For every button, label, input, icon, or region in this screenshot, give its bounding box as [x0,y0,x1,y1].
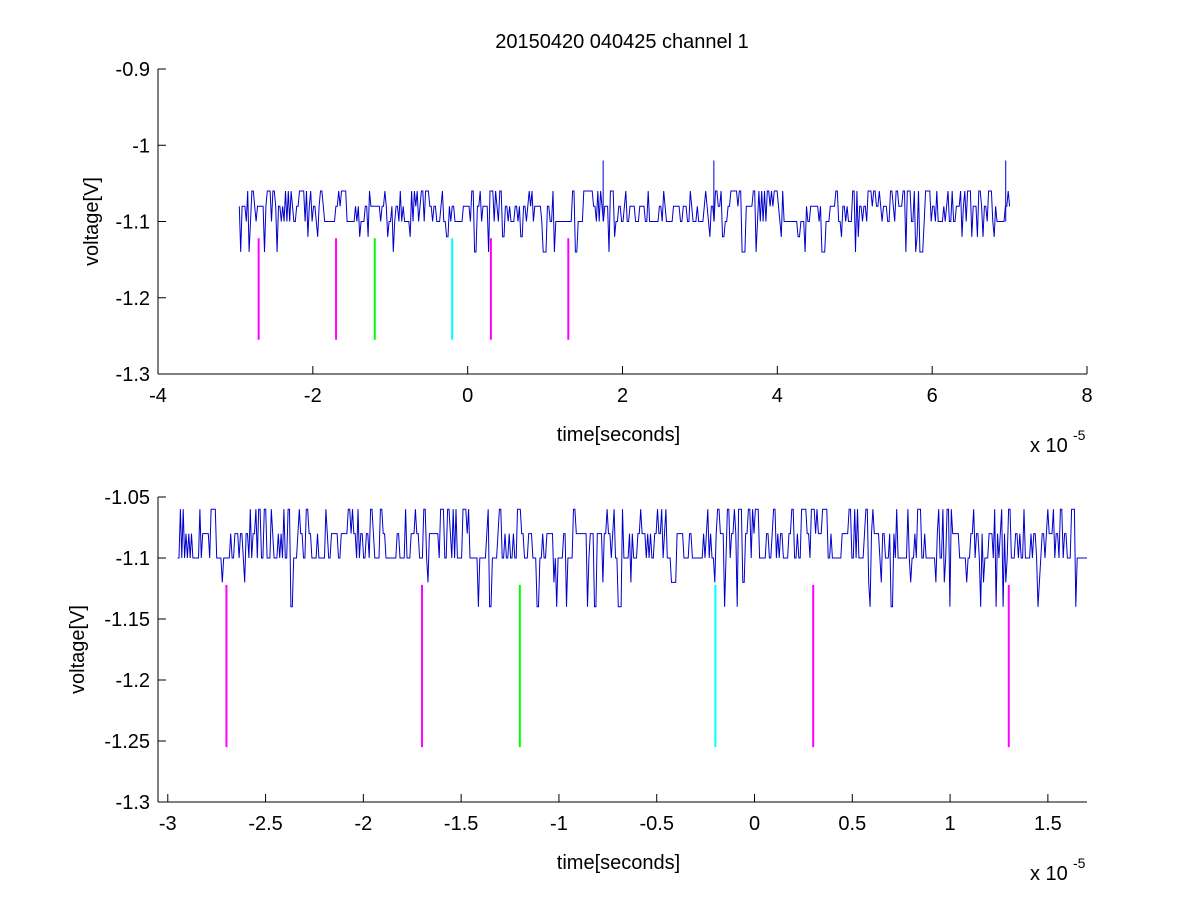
signal-trace [238,190,1011,253]
x-multiplier-label: x 10 [1030,435,1068,457]
y-tick-label: -1.2 [116,670,150,692]
y-tick-label: -1.3 [116,792,150,814]
x-multiplier-label: x 10 [1030,863,1068,885]
y-axis-label: voltage[V] [67,605,89,694]
x-tick-label: 1 [945,813,956,835]
x-tick-label: 2 [617,385,628,407]
x-tick-label: 0 [462,385,473,407]
y-axis-label: voltage[V] [81,177,103,266]
x-multiplier-exponent: -5 [1073,427,1086,443]
y-tick-label: -1.1 [116,212,150,234]
x-tick-label: -3 [159,813,177,835]
y-tick-label: -1.2 [116,288,150,310]
x-tick-label: 0 [749,813,760,835]
x-tick-label: 8 [1081,385,1092,407]
x-tick-label: -2.5 [248,813,282,835]
x-axis-label: time[seconds] [557,852,680,874]
x-tick-label: 6 [927,385,938,407]
x-tick-label: 1.5 [1034,813,1062,835]
x-tick-label: -0.5 [639,813,673,835]
x-tick-label: -4 [149,385,167,407]
y-tick-label: -1 [132,135,150,157]
signal-trace [177,508,1087,608]
x-tick-label: -2 [354,813,372,835]
x-multiplier-exponent: -5 [1073,855,1086,871]
figure-title: 20150420 040425 channel 1 [495,31,749,53]
y-tick-label: -1.05 [104,487,150,509]
bottom-plot: -3 -2.5 -2 -1.5 -1 -0.5 0 0.5 1 1.5 -1.3 -1.25 -1.2 -… [67,487,1087,885]
y-tick-label: -1.25 [104,731,150,753]
x-axis-label: time[seconds] [557,424,680,446]
x-tick-label: -1 [550,813,568,835]
y-tick-label: -1.3 [116,364,150,386]
x-tick-label: 0.5 [838,813,866,835]
top-plot: -4 -2 0 2 4 6 8 -1.3 -1.2 -1.1 -1 -0.9 time[seconds]… [81,59,1093,457]
y-tick-label: -1.15 [104,609,150,631]
x-tick-label: -1.5 [444,813,478,835]
x-tick-label: 4 [772,385,783,407]
y-tick-label: -0.9 [116,59,150,81]
x-tick-label: -2 [304,385,322,407]
y-tick-label: -1.1 [116,548,150,570]
